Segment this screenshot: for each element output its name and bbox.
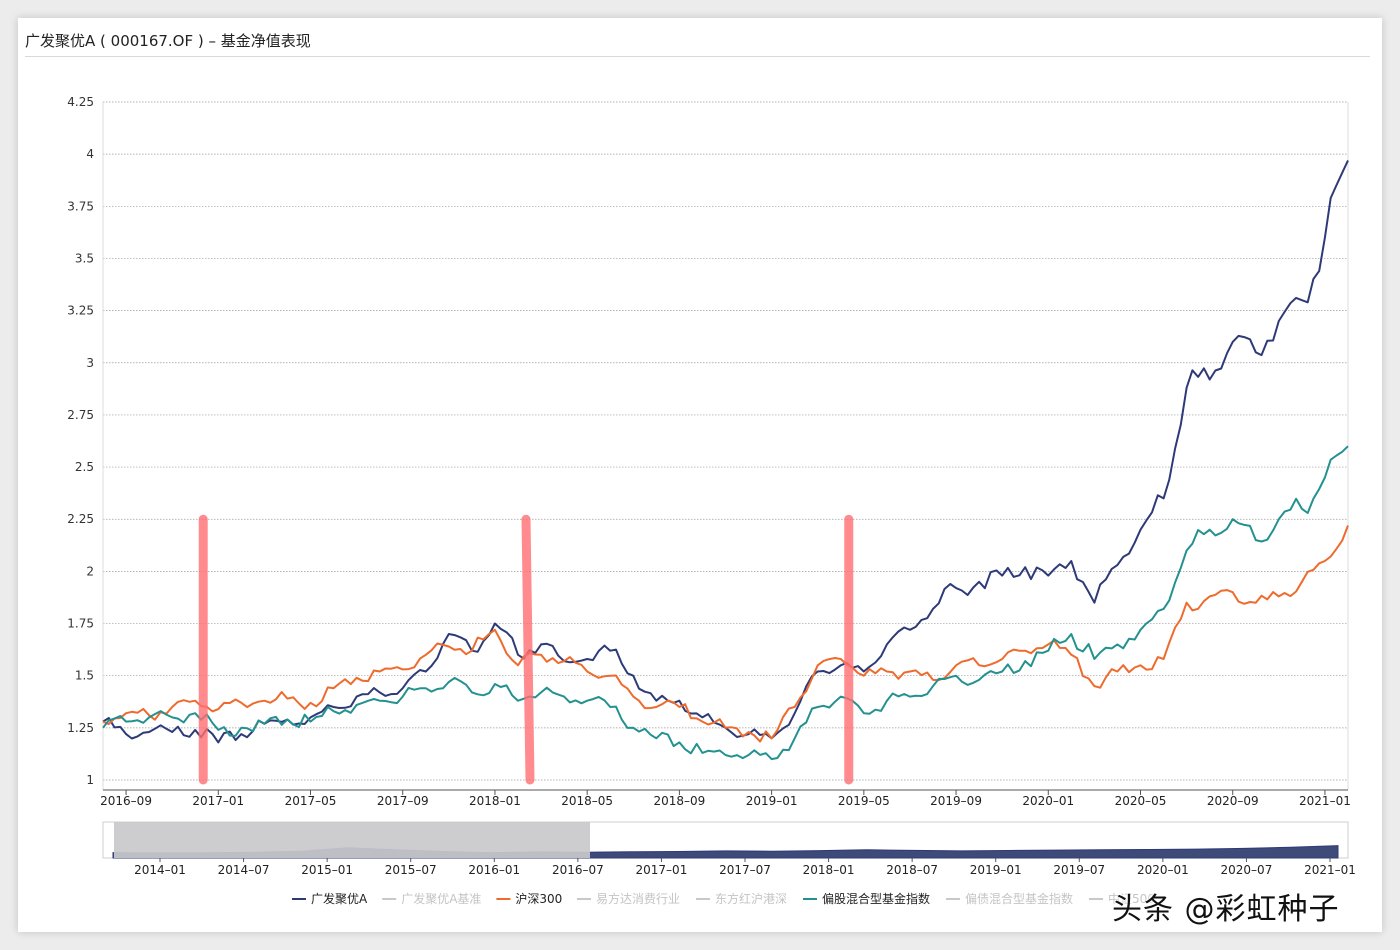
chart-title: 广发聚优A ( 000167.OF ) – 基金净值表现 bbox=[25, 32, 311, 50]
x-tick-label: 2017–01 bbox=[192, 794, 244, 808]
range-navigator[interactable]: 2014–01 2014–07 2015–01 2015–07 2016–01 2016–… bbox=[102, 821, 1356, 877]
y-tick-label: 2.25 bbox=[67, 512, 94, 526]
navigator-tick-label: 2015–01 bbox=[301, 863, 353, 877]
legend-label: 沪深300 bbox=[515, 892, 562, 906]
legend-label: 广发聚优A bbox=[311, 891, 368, 906]
series-line-0 bbox=[102, 159, 1349, 744]
y-tick-label: 1.75 bbox=[67, 617, 94, 631]
navigator-tick-label: 2017–07 bbox=[719, 863, 771, 877]
navigator-tick-label: 2014–07 bbox=[218, 863, 270, 877]
legend-item-6[interactable]: 偏债混合型基金指数 bbox=[946, 891, 1073, 906]
y-tick-label: 3 bbox=[86, 356, 94, 370]
x-tick-label: 2020–05 bbox=[1115, 794, 1167, 808]
legend-item-5[interactable]: 偏股混合型基金指数 bbox=[803, 891, 930, 906]
highlight-bars bbox=[198, 514, 854, 785]
x-tick-label: 2018–05 bbox=[561, 794, 613, 808]
x-tick-label: 2016–09 bbox=[100, 794, 152, 808]
y-tick-label: 3.75 bbox=[67, 199, 94, 213]
y-tick-label: 1.5 bbox=[75, 669, 94, 683]
legend-label: 广发聚优A基准 bbox=[401, 891, 481, 906]
navigator-tick-label: 2015–07 bbox=[385, 863, 437, 877]
y-tick-label: 3.25 bbox=[67, 304, 94, 318]
legend-label: 偏债混合型基金指数 bbox=[965, 891, 1073, 906]
legend-label: 中证500 bbox=[1108, 891, 1155, 906]
y-tick-label: 4.25 bbox=[67, 95, 94, 109]
navigator-tick-label: 2014–01 bbox=[134, 863, 186, 877]
navigator-tick-label: 2020–07 bbox=[1221, 863, 1273, 877]
y-tick-label: 2.5 bbox=[75, 460, 94, 474]
legend-item-0[interactable]: 广发聚优A bbox=[292, 891, 368, 906]
legend-label: 偏股混合型基金指数 bbox=[822, 891, 930, 906]
legend-item-4[interactable]: 东方红沪港深 bbox=[696, 891, 787, 906]
legend[interactable]: 广发聚优A 广发聚优A基准 沪深300 易方达消费行业 东方红沪港深 偏股混合型基金指数 偏… bbox=[292, 891, 1155, 906]
navigator-tick-label: 2017–01 bbox=[636, 863, 688, 877]
y-tick-label: 2 bbox=[86, 564, 94, 578]
x-tick-label: 2020–01 bbox=[1022, 794, 1074, 808]
legend-item-3[interactable]: 易方达消费行业 bbox=[577, 891, 680, 906]
navigator-tick-label: 2016–07 bbox=[552, 863, 604, 877]
legend-label: 易方达消费行业 bbox=[596, 891, 680, 906]
legend-label: 东方红沪港深 bbox=[715, 891, 787, 906]
x-tick-label: 2018–01 bbox=[469, 794, 521, 808]
y-tick-label: 3.5 bbox=[75, 251, 94, 265]
legend-item-1[interactable]: 广发聚优A基准 bbox=[382, 891, 481, 906]
navigator-tick-label: 2018–01 bbox=[803, 863, 855, 877]
navigator-tick-label: 2020–01 bbox=[1137, 863, 1189, 877]
series-lines bbox=[102, 159, 1349, 761]
navigator-tick-label: 2018–07 bbox=[886, 863, 938, 877]
x-tick-label: 2017–05 bbox=[285, 794, 337, 808]
navigator-tick-label: 2016–01 bbox=[468, 863, 520, 877]
x-tick-label: 2019–05 bbox=[838, 794, 890, 808]
x-tick-label: 2019–01 bbox=[746, 794, 798, 808]
grid-lines bbox=[102, 101, 1349, 790]
x-tick-label: 2018–09 bbox=[653, 794, 705, 808]
x-axis: 2016–09 2017–01 2017–05 2017–09 2018–01 2018–… bbox=[100, 789, 1351, 808]
x-tick-label: 2019–09 bbox=[930, 794, 982, 808]
legend-item-2[interactable]: 沪深300 bbox=[496, 892, 562, 906]
legend-item-7[interactable]: 中证500 bbox=[1089, 891, 1155, 906]
series-line-2 bbox=[102, 525, 1349, 743]
x-tick-label: 2017–09 bbox=[377, 794, 429, 808]
series-line-5 bbox=[102, 445, 1349, 761]
x-tick-label: 2020–09 bbox=[1207, 794, 1259, 808]
navigator-tick-label: 2019–01 bbox=[970, 863, 1022, 877]
y-tick-label: 1 bbox=[86, 773, 94, 787]
highlight-bar bbox=[521, 514, 535, 785]
y-tick-label: 4 bbox=[86, 147, 94, 161]
x-tick-label: 2021–01 bbox=[1299, 794, 1351, 808]
title-divider bbox=[25, 56, 1370, 57]
navigator-tick-label: 2019–07 bbox=[1053, 863, 1105, 877]
y-tick-label: 1.25 bbox=[67, 721, 94, 735]
y-tick-label: 2.75 bbox=[67, 408, 94, 422]
navigator-tick-label: 2021–01 bbox=[1304, 863, 1356, 877]
y-axis: 4.25 4 3.75 3.5 3.25 3 2.75 2.5 2.25 2 1.75 1.5 1.25… bbox=[67, 95, 94, 787]
navigator-mask bbox=[114, 822, 590, 858]
watermark-text: 头条 @彩虹种子 bbox=[1112, 892, 1340, 927]
